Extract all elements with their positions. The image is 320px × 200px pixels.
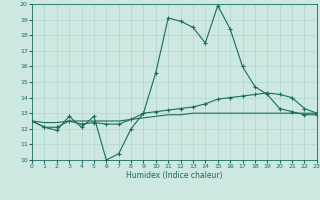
X-axis label: Humidex (Indice chaleur): Humidex (Indice chaleur) bbox=[126, 171, 223, 180]
